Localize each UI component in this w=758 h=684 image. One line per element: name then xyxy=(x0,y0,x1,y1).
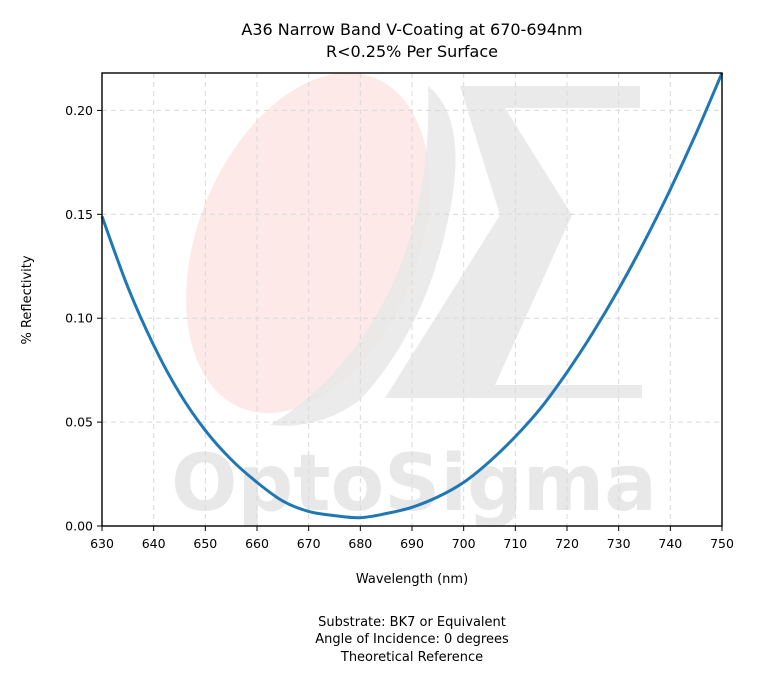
x-tick-label: 670 xyxy=(297,536,321,551)
watermark-text: OptoSigma xyxy=(171,439,657,529)
watermark-sigma-icon xyxy=(385,86,642,398)
y-tick-label: 0.10 xyxy=(65,311,93,326)
reflectivity-line xyxy=(100,72,724,520)
grid xyxy=(101,73,723,527)
x-tick-label: 720 xyxy=(555,536,579,551)
x-tick-label: 750 xyxy=(710,536,734,551)
footer-angle: Angle of Incidence: 0 degrees xyxy=(315,632,509,647)
y-axis-label: % Reflectivity xyxy=(20,255,35,344)
y-tick-label: 0.05 xyxy=(65,415,93,430)
footer-substrate: Substrate: BK7 or Equivalent xyxy=(318,615,506,630)
x-tick-label: 700 xyxy=(452,536,476,551)
x-axis-label: Wavelength (nm) xyxy=(356,572,468,587)
x-tick-label: 690 xyxy=(400,536,424,551)
x-tick-label: 640 xyxy=(142,536,166,551)
x-tick-label: 730 xyxy=(607,536,631,551)
y-axis: 0.00 0.05 0.10 0.15 0.20 xyxy=(65,103,102,534)
chart-title: A36 Narrow Band V-Coating at 670-694nm xyxy=(241,20,582,39)
y-tick-label: 0.20 xyxy=(65,103,93,118)
x-tick-label: 710 xyxy=(503,536,527,551)
x-tick-label: 680 xyxy=(348,536,372,551)
x-tick-label: 650 xyxy=(193,536,217,551)
watermark: OptoSigma xyxy=(171,72,657,529)
series-layer xyxy=(100,72,724,520)
footer-reference: Theoretical Reference xyxy=(340,650,483,665)
x-axis: 630 640 650 660 670 680 690 700 710 720 730 740 750 xyxy=(90,526,734,551)
chart-subtitle: R<0.25% Per Surface xyxy=(326,42,498,61)
x-tick-label: 630 xyxy=(90,536,114,551)
watermark-crescent-icon xyxy=(270,86,456,426)
x-tick-label: 740 xyxy=(658,536,682,551)
x-tick-label: 660 xyxy=(245,536,269,551)
y-tick-label: 0.15 xyxy=(65,207,93,222)
y-tick-label: 0.00 xyxy=(65,519,93,534)
